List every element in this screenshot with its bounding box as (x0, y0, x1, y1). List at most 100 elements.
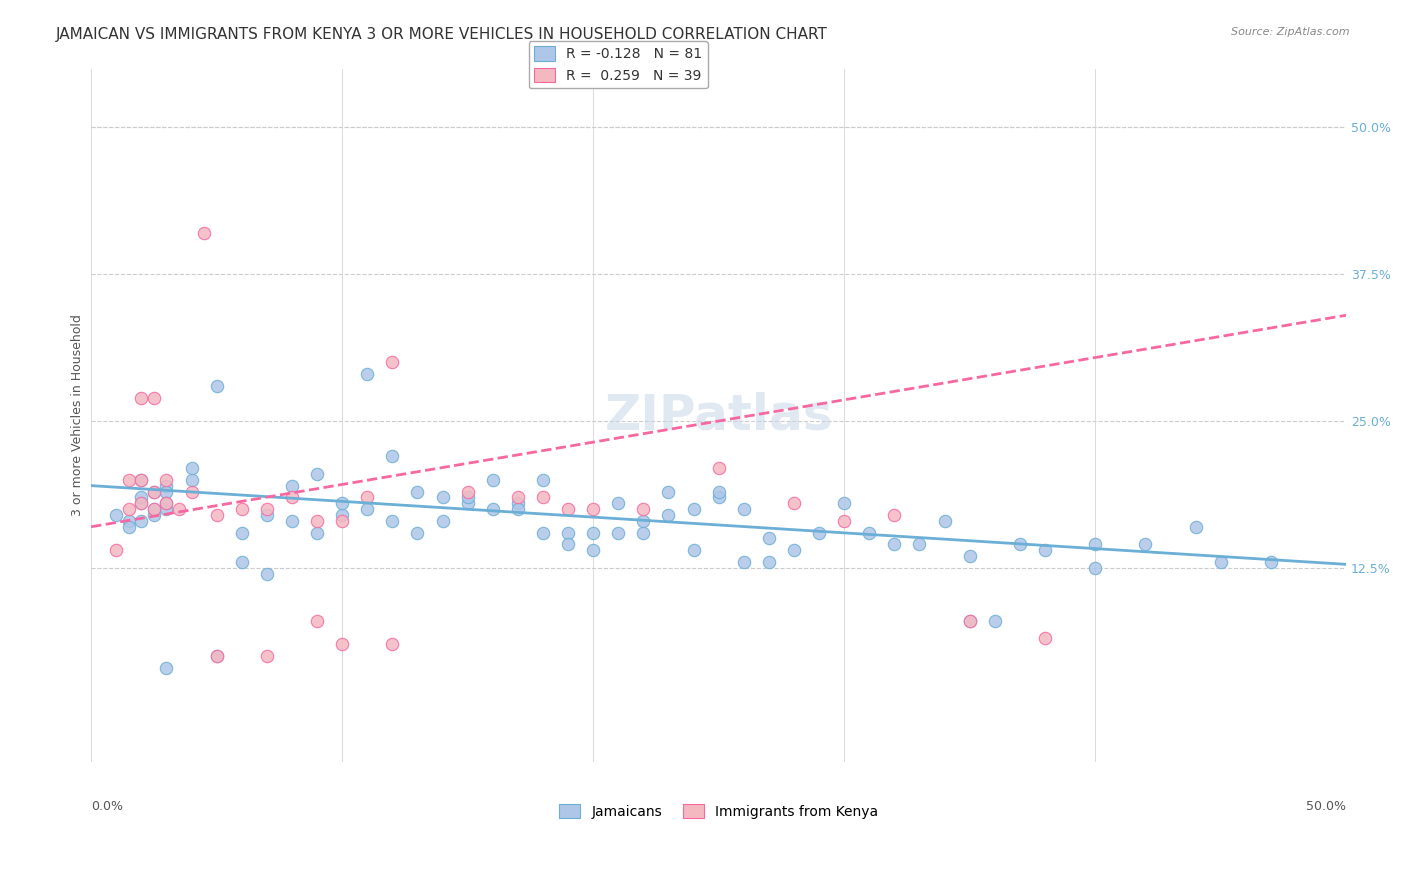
Point (155, 496, 177, 510)
Point (457, 491, 479, 505)
Point (118, 502, 141, 516)
Point (330, 637, 353, 651)
Point (883, 537, 905, 551)
Point (131, 491, 153, 505)
Point (883, 508, 905, 522)
Point (607, 525, 630, 540)
Point (118, 473, 141, 487)
Point (582, 525, 605, 540)
Point (481, 502, 503, 516)
Point (330, 496, 353, 510)
Point (256, 508, 278, 522)
Point (1033, 632, 1056, 646)
Point (707, 491, 730, 505)
Point (180, 461, 202, 475)
Y-axis label: 3 or more Vehicles in Household: 3 or more Vehicles in Household (72, 314, 84, 516)
Point (381, 514, 404, 528)
Point (682, 502, 704, 516)
Point (142, 391, 165, 405)
Point (155, 478, 177, 492)
Point (1008, 537, 1031, 551)
Point (155, 473, 177, 487)
Point (167, 502, 190, 516)
Point (758, 555, 780, 569)
Point (633, 514, 655, 528)
Point (506, 496, 529, 510)
Point (381, 449, 404, 463)
Point (205, 648, 228, 663)
Point (633, 502, 655, 516)
Point (142, 502, 165, 516)
Point (381, 355, 404, 369)
Point (205, 378, 228, 392)
Point (1033, 543, 1056, 558)
Point (307, 525, 329, 540)
Point (934, 514, 956, 528)
Point (582, 543, 605, 558)
Point (959, 614, 981, 628)
Point (457, 496, 479, 510)
Point (506, 491, 529, 505)
Point (582, 502, 605, 516)
Text: Source: ZipAtlas.com: Source: ZipAtlas.com (1232, 27, 1350, 37)
Point (307, 614, 329, 628)
Point (657, 484, 679, 499)
Text: ZIPatlas: ZIPatlas (605, 391, 832, 439)
Point (231, 555, 253, 569)
Point (256, 502, 278, 516)
Point (832, 514, 855, 528)
Point (142, 502, 165, 516)
Legend: Jamaicans, Immigrants from Kenya: Jamaicans, Immigrants from Kenya (554, 798, 883, 824)
Point (633, 525, 655, 540)
Point (356, 502, 378, 516)
Point (307, 467, 329, 481)
Point (180, 473, 202, 487)
Point (256, 648, 278, 663)
Point (432, 491, 454, 505)
Point (1135, 537, 1157, 551)
Point (281, 478, 304, 492)
Point (142, 484, 165, 499)
Point (105, 543, 128, 558)
Point (131, 514, 153, 528)
Point (155, 502, 177, 516)
Point (307, 514, 329, 528)
Point (959, 614, 981, 628)
Point (406, 484, 429, 499)
Point (155, 496, 177, 510)
Point (707, 484, 730, 499)
Point (557, 502, 579, 516)
Point (1260, 555, 1282, 569)
Point (607, 496, 630, 510)
Point (682, 543, 704, 558)
Point (858, 525, 880, 540)
Point (256, 566, 278, 581)
Point (531, 525, 554, 540)
Point (142, 508, 165, 522)
Point (205, 508, 228, 522)
Point (105, 508, 128, 522)
Point (1084, 537, 1107, 551)
Point (959, 549, 981, 563)
Point (707, 461, 730, 475)
Point (118, 520, 141, 534)
Point (131, 496, 153, 510)
Point (733, 502, 755, 516)
Point (832, 496, 855, 510)
Point (356, 491, 378, 505)
Point (193, 226, 215, 240)
Point (180, 484, 202, 499)
Point (808, 525, 831, 540)
Point (1084, 561, 1107, 575)
Point (281, 491, 304, 505)
Point (131, 391, 153, 405)
Point (557, 525, 579, 540)
Point (330, 508, 353, 522)
Point (131, 496, 153, 510)
Point (506, 502, 529, 516)
Point (1209, 555, 1232, 569)
Point (783, 543, 806, 558)
Point (231, 502, 253, 516)
Point (155, 484, 177, 499)
Point (758, 532, 780, 546)
